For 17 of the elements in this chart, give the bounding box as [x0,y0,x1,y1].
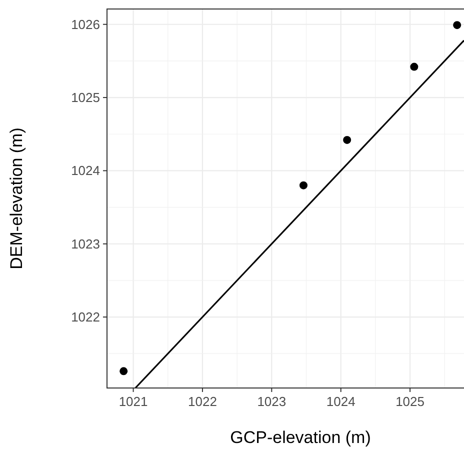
point [120,367,128,376]
y-tick-label: 1025 [71,90,100,106]
point [410,62,418,71]
point [453,21,462,30]
point [299,181,308,190]
y-axis-title: DEM-elevation (m) [7,128,26,270]
x-tick-label: 1023 [257,394,286,409]
y-tick-label: 1024 [71,163,100,178]
y-tick-label: 1023 [71,236,100,252]
x-tick-label: 1021 [118,394,148,409]
x-tick-label: 1025 [396,394,424,409]
y-tick-label: 1022 [71,310,100,325]
x-tick-label: 1024 [326,394,356,409]
point [343,136,352,144]
y-tick-label: 1026 [71,16,100,32]
x-axis-title: GCP-elevation (m) [230,428,371,447]
x-tick-label: 1022 [188,394,217,409]
